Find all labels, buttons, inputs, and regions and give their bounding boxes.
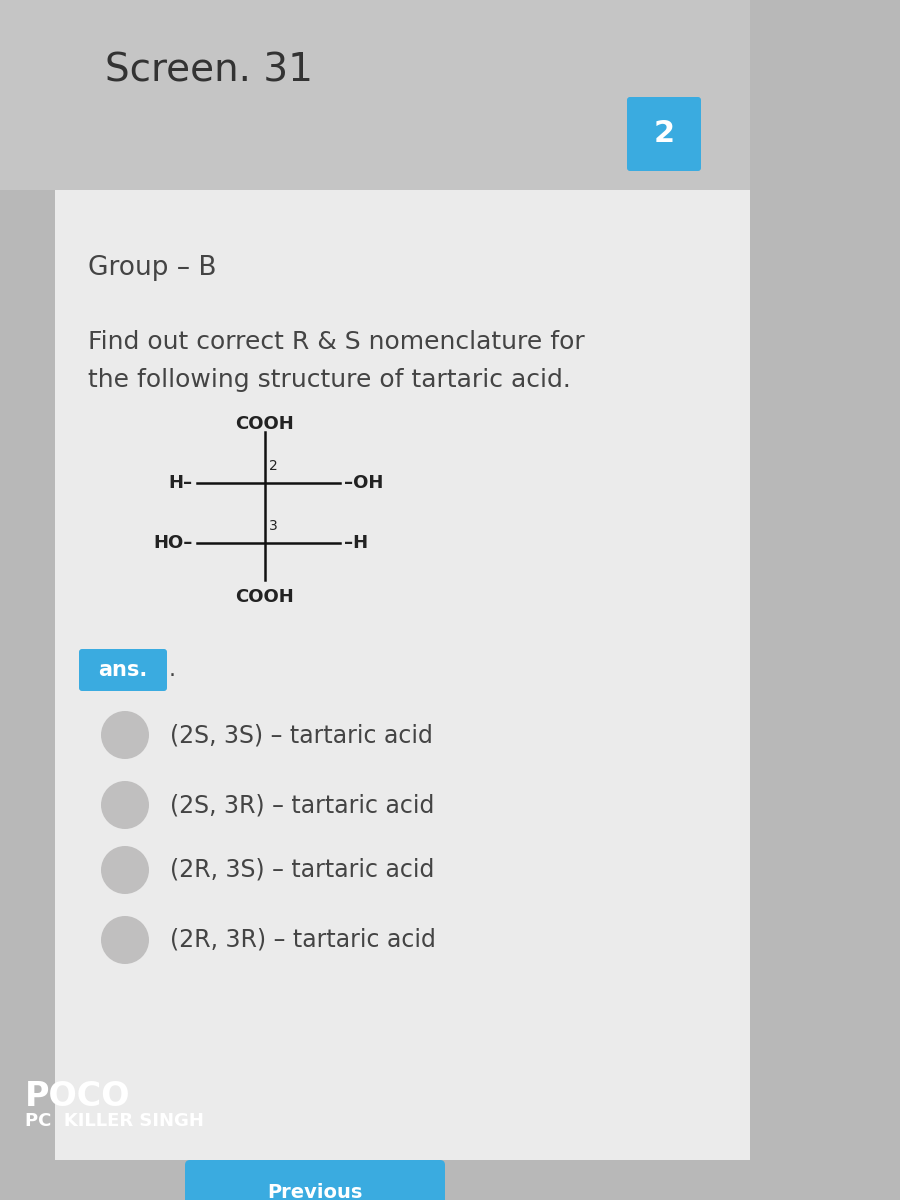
- FancyBboxPatch shape: [79, 649, 167, 691]
- Text: COOH: COOH: [236, 415, 294, 433]
- FancyBboxPatch shape: [750, 0, 900, 1200]
- Text: 3: 3: [269, 518, 278, 533]
- Text: (2R, 3S) – tartaric acid: (2R, 3S) – tartaric acid: [170, 858, 435, 882]
- Text: the following structure of tartaric acid.: the following structure of tartaric acid…: [88, 368, 571, 392]
- FancyBboxPatch shape: [185, 1160, 445, 1200]
- Text: –OH: –OH: [344, 474, 383, 492]
- Text: Screen. 31: Screen. 31: [105, 52, 313, 90]
- Text: POCO: POCO: [25, 1080, 130, 1114]
- Text: Find out correct R & S nomenclature for: Find out correct R & S nomenclature for: [88, 330, 585, 354]
- Text: (2S, 3S) – tartaric acid: (2S, 3S) – tartaric acid: [170, 722, 433, 746]
- FancyBboxPatch shape: [627, 97, 701, 170]
- Text: –H: –H: [344, 534, 368, 552]
- Circle shape: [101, 916, 149, 964]
- Text: H–: H–: [169, 474, 193, 492]
- FancyBboxPatch shape: [0, 0, 900, 190]
- Text: ans.: ans.: [98, 660, 148, 680]
- Circle shape: [101, 846, 149, 894]
- Circle shape: [101, 710, 149, 758]
- Circle shape: [101, 781, 149, 829]
- Text: 2: 2: [269, 458, 278, 473]
- Text: 2: 2: [653, 120, 675, 149]
- Text: Group – B: Group – B: [88, 254, 217, 281]
- Text: Previous: Previous: [267, 1182, 363, 1200]
- FancyBboxPatch shape: [55, 190, 750, 1160]
- Text: (2R, 3R) – tartaric acid: (2R, 3R) – tartaric acid: [170, 928, 436, 952]
- Text: PC  KILLER SINGH: PC KILLER SINGH: [25, 1112, 204, 1130]
- Text: .: .: [169, 660, 176, 680]
- Text: COOH: COOH: [236, 588, 294, 606]
- Text: HO–: HO–: [154, 534, 193, 552]
- Text: (2S, 3R) – tartaric acid: (2S, 3R) – tartaric acid: [170, 793, 435, 817]
